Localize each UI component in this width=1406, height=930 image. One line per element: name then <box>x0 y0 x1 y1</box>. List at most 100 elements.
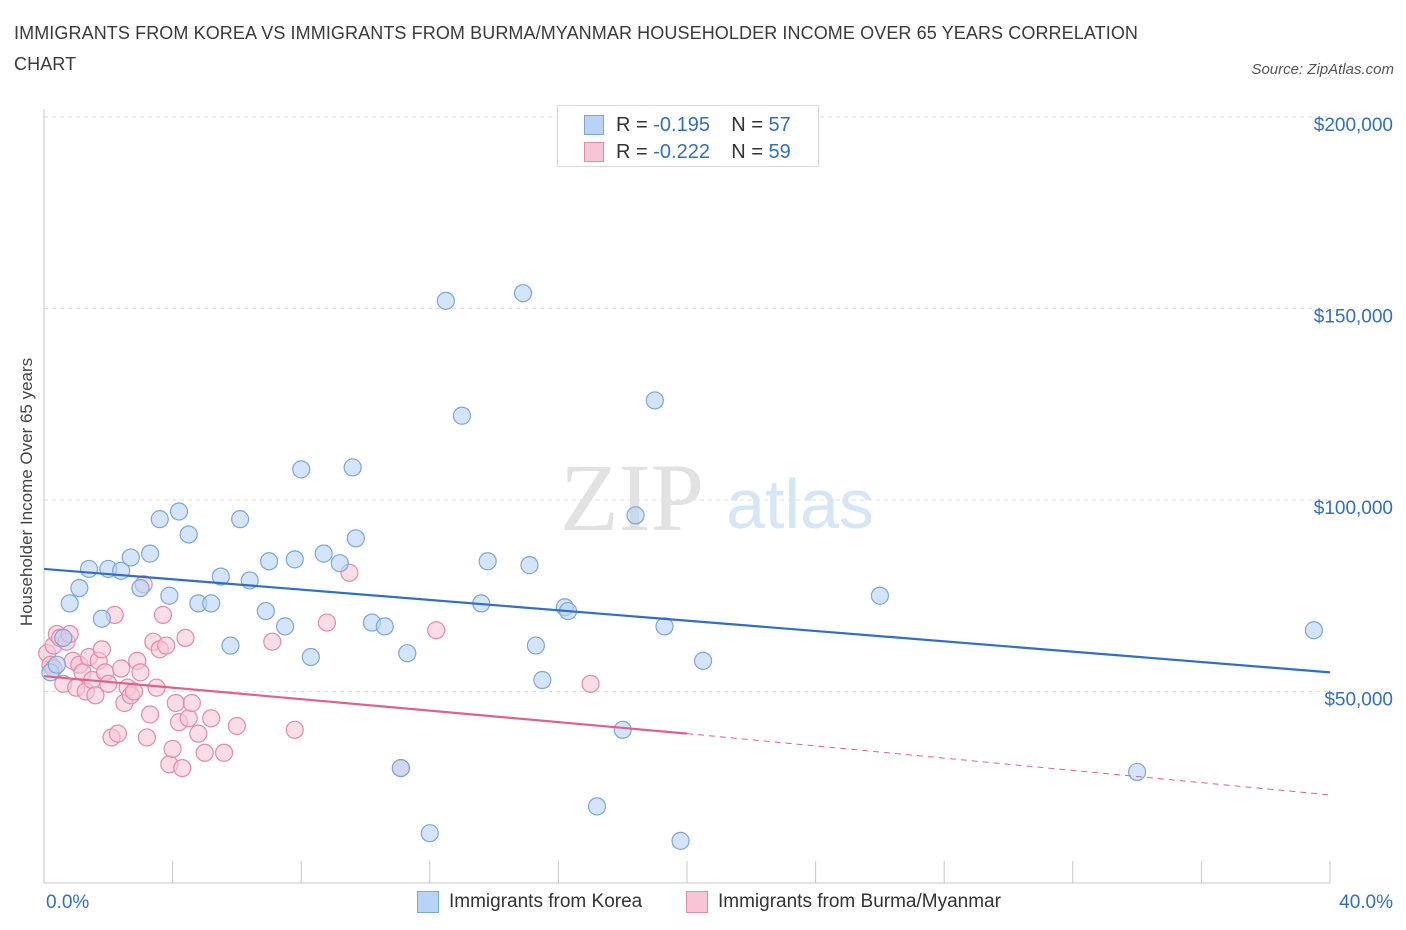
point-korea <box>256 601 275 621</box>
point-korea <box>60 594 79 613</box>
point-korea <box>587 797 607 816</box>
point-korea <box>47 655 66 674</box>
point-burma <box>202 709 221 728</box>
point-burma <box>131 663 150 682</box>
y-tick-label: $200,000 <box>1314 115 1393 136</box>
legend-r-label: R = <box>616 140 648 163</box>
point-korea <box>398 644 417 663</box>
point-korea <box>436 291 455 310</box>
point-korea <box>533 670 552 690</box>
point-burma <box>112 659 131 678</box>
point-korea <box>92 609 111 628</box>
series-korea-points <box>41 284 1324 850</box>
point-korea <box>54 628 73 647</box>
legend-n-label: N = <box>731 113 763 136</box>
point-korea <box>420 824 439 843</box>
point-korea <box>346 529 365 548</box>
point-burma <box>140 705 160 724</box>
point-korea <box>276 617 295 636</box>
watermark: ZIP atlas <box>560 444 874 551</box>
point-burma <box>195 743 214 762</box>
point-korea <box>292 460 311 479</box>
legend-r-korea: -0.195 <box>653 113 710 136</box>
point-korea <box>301 647 320 667</box>
legend-n-burma: 59 <box>768 140 791 163</box>
point-korea <box>343 458 362 477</box>
x-tick-label-max: 40.0% <box>1339 892 1393 913</box>
point-burma <box>163 739 182 759</box>
trendline-korea <box>43 567 1331 674</box>
point-korea <box>259 552 279 571</box>
legend-row-burma: R = -0.222 N = 59 <box>584 139 791 165</box>
point-korea <box>160 586 179 605</box>
point-korea <box>330 554 349 573</box>
trendline-burma <box>43 675 688 735</box>
point-burma <box>427 621 446 640</box>
bottom-legend-swatch-korea <box>417 891 439 913</box>
point-korea <box>202 594 221 613</box>
point-korea <box>179 525 198 544</box>
point-burma <box>182 693 201 713</box>
bottom-legend-swatch-burma <box>686 891 708 913</box>
legend-r-label: R = <box>616 113 648 136</box>
point-burma <box>137 728 156 747</box>
point-korea <box>140 544 160 563</box>
point-burma <box>153 605 173 625</box>
point-korea <box>169 502 189 521</box>
point-burma <box>92 640 111 659</box>
watermark-zip: ZIP <box>560 444 704 551</box>
point-burma <box>99 674 118 693</box>
point-korea <box>314 544 333 563</box>
point-korea <box>211 567 230 586</box>
legend-swatch-burma <box>584 142 604 162</box>
point-korea <box>655 617 674 636</box>
series-burma-points <box>38 563 600 778</box>
point-korea <box>79 559 99 579</box>
point-burma <box>157 636 176 655</box>
point-burma <box>166 693 185 713</box>
point-korea <box>1304 621 1324 640</box>
legend-r-burma: -0.222 <box>653 140 710 163</box>
point-korea <box>671 831 690 850</box>
point-korea <box>375 617 394 636</box>
gridlines <box>44 116 1330 692</box>
y-tick-labels: $50,000 $100,000 $150,000 $200,000 <box>1314 115 1393 711</box>
bottom-legend-label-burma: Immigrants from Burma/Myanmar <box>718 891 1001 912</box>
point-korea <box>1127 762 1147 782</box>
point-burma <box>214 743 234 762</box>
chart-title: IMMIGRANTS FROM KOREA VS IMMIGRANTS FROM… <box>14 23 1139 74</box>
point-korea <box>70 578 89 598</box>
point-korea <box>478 552 497 571</box>
trendlines <box>43 567 1331 796</box>
point-korea <box>870 586 890 605</box>
point-burma <box>189 724 208 743</box>
watermark-atlas: atlas <box>726 465 874 543</box>
legend: R = -0.195 N = 57 R = -0.222 N = 59 <box>557 105 819 167</box>
point-korea <box>513 284 533 303</box>
y-tick-label: $100,000 <box>1314 498 1393 519</box>
point-korea <box>526 636 545 655</box>
bottom-legend-burma[interactable]: Immigrants from Burma/Myanmar <box>686 889 1001 915</box>
point-korea <box>645 391 664 410</box>
y-tick-label: $50,000 <box>1324 690 1393 711</box>
legend-swatch-korea <box>584 115 604 135</box>
x-tick-labels: 0.0% 40.0% <box>46 892 1393 913</box>
bottom-legend-korea[interactable]: Immigrants from Korea <box>417 889 642 915</box>
point-burma <box>173 758 192 778</box>
axes <box>43 109 1331 884</box>
point-korea <box>452 406 472 425</box>
point-korea <box>131 578 150 598</box>
point-burma <box>317 613 337 632</box>
point-burma <box>108 724 128 743</box>
source-credit: Source: ZipAtlas.com <box>1251 61 1394 78</box>
point-korea <box>693 651 713 670</box>
point-burma <box>227 716 246 736</box>
point-burma <box>124 682 144 701</box>
legend-n-korea: 57 <box>768 113 791 136</box>
point-korea <box>221 636 240 655</box>
legend-n-label: N = <box>731 140 763 163</box>
point-burma <box>263 632 282 651</box>
x-tick-label-min: 0.0% <box>46 892 89 913</box>
point-burma <box>285 720 304 739</box>
